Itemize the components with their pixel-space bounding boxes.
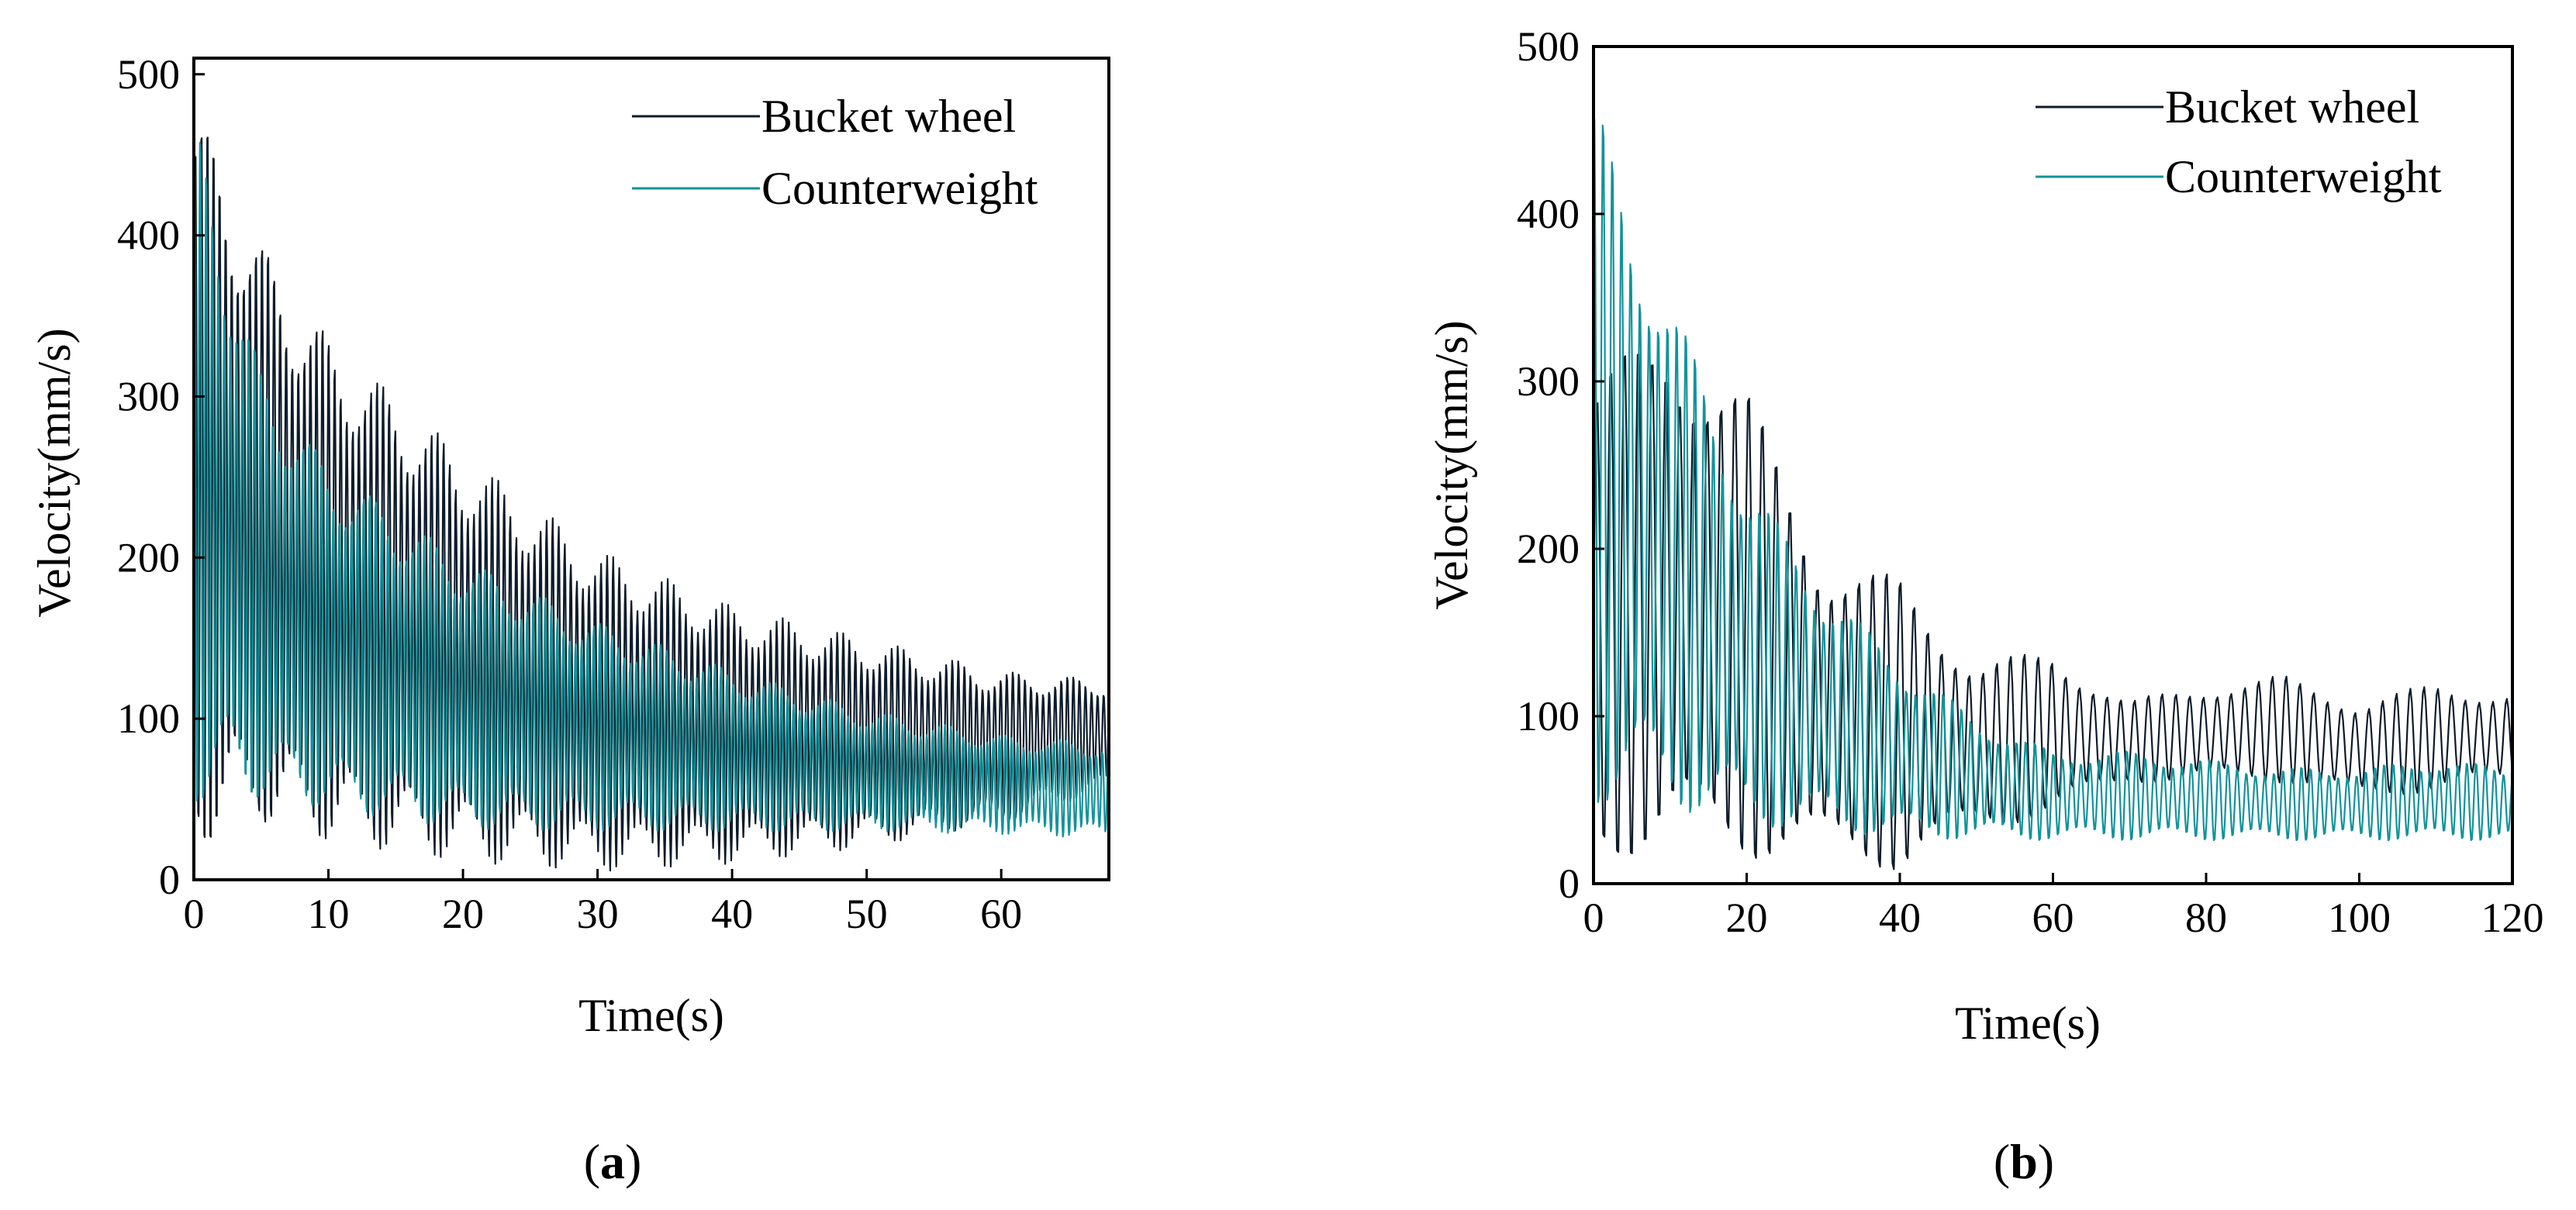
panel-a-x-tick-label: 10 (308, 891, 350, 937)
panel-a-y-ticks: 0 100 200 300 400 500 (117, 51, 205, 903)
panel-a-x-tick-label: 30 (577, 891, 619, 937)
panel-b-y-tick-label: 500 (1517, 23, 1580, 70)
panel-a-x-axis-title: Time(s) (578, 990, 724, 1041)
panel-b-caption-letter: b (2010, 1134, 2038, 1189)
panel-a-y-tick-label: 0 (159, 857, 180, 903)
panel-a-x-tick-label: 0 (184, 891, 205, 937)
panel-a-x-ticks: 0 10 20 30 40 50 60 (184, 869, 1022, 937)
panel-a-line-counterweight (192, 127, 1110, 838)
panel-b-chart: 0 20 40 60 80 100 120 0 100 200 300 400 500 Bucket … (1426, 23, 2544, 1189)
panel-a-x-tick-label: 20 (442, 891, 484, 937)
panel-b-y-tick-label: 0 (1559, 860, 1580, 907)
panel-b-series-bucket-wheel (1592, 353, 2514, 870)
panel-a-x-tick-label: 50 (846, 891, 888, 937)
panel-b-y-axis-title: Velocity(mm/s) (1426, 320, 1477, 609)
panel-b-x-tick-label: 80 (2185, 895, 2227, 941)
panel-a-plot-frame (192, 57, 1110, 881)
panel-a-x-tick-label: 60 (980, 891, 1022, 937)
panel-b-line-bucket-wheel (1592, 353, 2514, 870)
panel-a-legend-label-bucket-wheel: Bucket wheel (761, 91, 1016, 142)
panel-b-y-tick-label: 300 (1517, 358, 1580, 405)
panel-a-caption-letter: a (600, 1134, 625, 1189)
panel-b-x-tick-label: 0 (1583, 895, 1604, 941)
panel-b-y-tick-label: 400 (1517, 191, 1580, 237)
panel-b-series-counterweight (1592, 109, 2514, 842)
panel-b-x-tick-label: 40 (1879, 895, 1921, 941)
panel-b-legend-label-counterweight: Counterweight (2165, 151, 2442, 202)
panel-a-y-tick-label: 400 (117, 212, 180, 259)
panel-b-y-ticks: 0 100 200 300 400 500 (1517, 23, 1604, 907)
panel-a-y-tick-label: 100 (117, 695, 180, 742)
panel-a-legend-label-counterweight: Counterweight (761, 163, 1038, 214)
panel-b-x-axis-title: Time(s) (1955, 998, 2101, 1049)
panel-b-x-tick-label: 20 (1726, 895, 1768, 941)
panel-b-x-tick-label: 100 (2328, 895, 2391, 941)
panel-a-chart: 0 10 20 30 40 50 60 0 100 200 300 400 500 Bucket wh… (29, 51, 1110, 1189)
panel-b-legend-label-bucket-wheel: Bucket wheel (2165, 81, 2419, 133)
panel-b-caption: (b) (1994, 1134, 2054, 1189)
panel-a-legend: Bucket wheel Counterweight (632, 91, 1038, 214)
panel-b-x-tick-label: 60 (2032, 895, 2074, 941)
panel-a-y-axis-title: Velocity(mm/s) (29, 328, 80, 617)
panel-b-x-tick-label: 120 (2481, 895, 2544, 941)
panel-b-line-counterweight (1592, 109, 2514, 842)
panel-a-series-counterweight (192, 127, 1110, 838)
panel-b-legend: Bucket wheel Counterweight (2036, 81, 2442, 202)
panel-a-y-tick-label: 300 (117, 373, 180, 419)
panel-a-caption: (a) (584, 1134, 642, 1189)
panel-b-y-tick-label: 100 (1517, 693, 1580, 739)
panel-a-y-tick-label: 500 (117, 51, 180, 98)
panel-b-y-tick-label: 200 (1517, 526, 1580, 572)
panel-b-x-ticks: 0 20 40 60 80 100 120 (1583, 873, 2544, 941)
panel-a-y-tick-label: 200 (117, 534, 180, 581)
panel-a-x-tick-label: 40 (711, 891, 753, 937)
